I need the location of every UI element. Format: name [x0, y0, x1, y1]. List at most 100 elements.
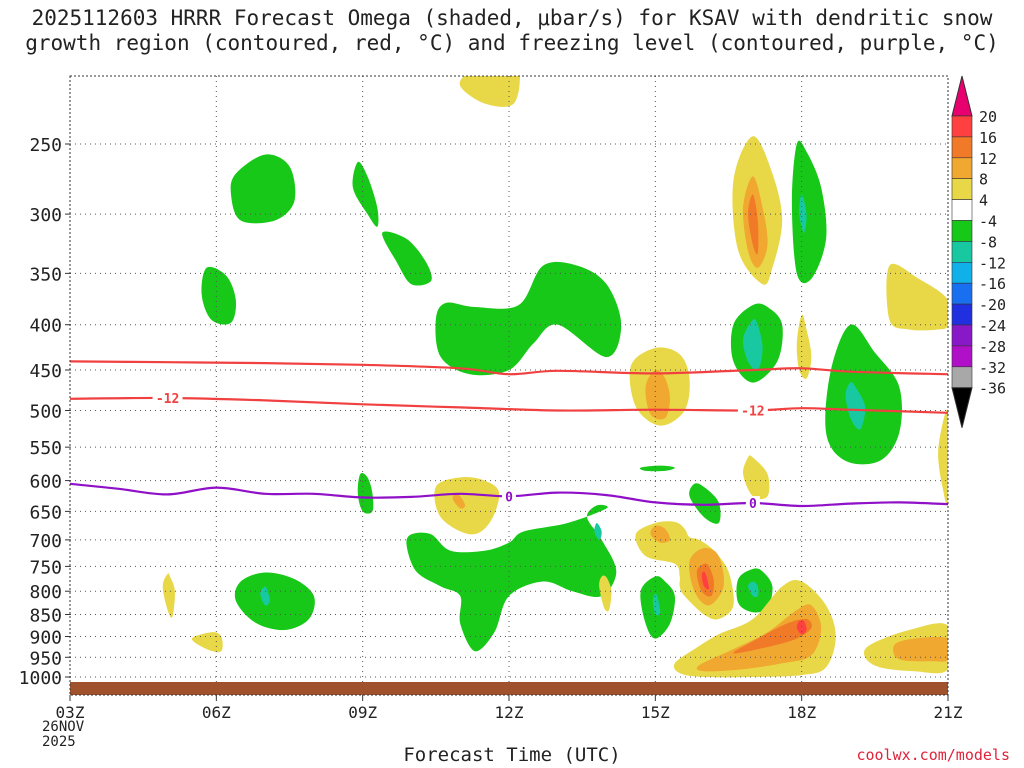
omega-region-green-09Z-620	[357, 473, 374, 514]
omega-region-red-17Z-305	[748, 194, 759, 255]
omega-region-green-12Z-750	[406, 504, 617, 652]
y-tick-label: 400	[29, 316, 62, 337]
colorbar-segment	[951, 261, 973, 284]
colorbar-label: 12	[979, 150, 997, 168]
omega-region-green-16Z-640	[689, 483, 721, 524]
colorbar-segment	[951, 220, 973, 242]
colorbar-label: 8	[979, 171, 988, 189]
colorbar-label: 16	[979, 129, 997, 147]
credit-link[interactable]: coolwx.com/models	[856, 746, 1010, 764]
contour-label-bg	[745, 496, 760, 511]
y-tick-label: 950	[29, 648, 62, 669]
y-tick-label: 600	[29, 472, 62, 493]
omega-region-teal-15Z-830	[652, 593, 661, 616]
x-tick-label: 06Z	[202, 703, 231, 722]
omega-region-green-18Z-290	[791, 140, 827, 284]
colorbar-segment	[951, 324, 973, 347]
contour-label: -12	[741, 405, 764, 420]
colorbar-bottom-arrow	[951, 387, 973, 428]
colorbar-top-arrow	[951, 75, 973, 117]
x-tick-label: 18Z	[787, 703, 816, 722]
omega-region-teal-18Z-300	[799, 194, 807, 233]
colorbar-label: -32	[979, 359, 1006, 377]
omega-region-pink-16Z-770	[701, 571, 710, 590]
colorbar-label: -36	[979, 380, 1006, 398]
colorbar-label: -16	[979, 275, 1006, 293]
colorbar-segment	[951, 241, 973, 263]
omega-region-green-10Z-335	[382, 231, 432, 286]
colorbar-segment	[951, 178, 973, 200]
start-date-year: 2025	[42, 734, 76, 750]
omega-region-orange-11Z-630	[452, 493, 466, 509]
omega-region-green-06Z-360	[201, 266, 237, 325]
contour-label-bg	[502, 489, 516, 504]
colorbar-label: -20	[979, 296, 1006, 314]
colorbar-segment	[951, 345, 973, 368]
omega-region-yellow-14Z-810	[599, 575, 612, 612]
omega-region-teal-19Z-490	[845, 382, 866, 430]
omega-region-yellow-11Z-630	[434, 477, 500, 535]
omega-region-deep-orange-18Z-890	[733, 618, 812, 654]
start-date-label: 26NOV 2025	[42, 720, 84, 750]
colorbar-segment	[951, 199, 973, 221]
x-axis-label: Forecast Time (UTC)	[403, 744, 621, 766]
x-tick-label: 21Z	[934, 703, 963, 722]
colorbar-segment	[951, 282, 973, 305]
x-tick-label: 15Z	[641, 703, 670, 722]
contour-1	[70, 360, 948, 376]
colorbar-segment	[951, 136, 973, 159]
y-tick-label: 900	[29, 627, 62, 648]
contour-label-bg	[152, 390, 183, 405]
y-tick-label: 650	[29, 502, 62, 523]
y-tick-label: 450	[29, 361, 62, 382]
omega-region-orange-15Z-690	[650, 525, 671, 543]
contour-label-bg	[737, 403, 768, 418]
y-tick-label: 1000	[19, 668, 62, 689]
omega-region-yellow-17Z-605	[742, 455, 770, 500]
omega-region-yellow-06Z-915	[191, 632, 223, 653]
x-tick-label: 03Z	[56, 703, 85, 722]
omega-region-yellow-20Z-380	[886, 263, 948, 331]
colorbar-label: 4	[979, 192, 988, 210]
colorbar-label: -28	[979, 338, 1006, 356]
colorbar-label: -4	[979, 213, 997, 231]
x-tick-label: 09Z	[348, 703, 377, 722]
y-tick-label: 300	[29, 205, 62, 226]
omega-region-teal-14Z-680	[594, 523, 602, 540]
omega-region-teal-07Z-810	[260, 586, 271, 606]
colorbar-label: 20	[979, 108, 997, 126]
y-tick-label: 250	[29, 135, 62, 156]
x-tick-label: 12Z	[495, 703, 524, 722]
omega-region-green-07Z-810	[234, 572, 315, 631]
omega-region-yellow-21Z-590	[938, 409, 948, 505]
colorbar-label: -8	[979, 233, 997, 251]
omega-region-green-07Z-280	[230, 154, 296, 224]
omega-region-red-18Z-880	[796, 620, 807, 635]
y-tick-label: 700	[29, 531, 62, 552]
y-tick-label: 350	[29, 264, 62, 285]
colorbar-segment	[951, 115, 973, 138]
omega-region-yellow-18Z-430	[796, 314, 812, 379]
colorbar-label: -12	[979, 254, 1006, 272]
omega-region-yellow-05Z-810	[162, 573, 175, 618]
ground-surface	[70, 682, 948, 695]
colorbar-label: -24	[979, 317, 1006, 335]
omega-region-orange-15Z-480	[645, 369, 670, 420]
y-tick-label: 750	[29, 557, 62, 578]
contour-0	[70, 396, 948, 414]
chart-title-line2: growth region (contoured, red, °C) and f…	[25, 31, 999, 55]
omega-region-teal-17Z-420	[742, 318, 763, 371]
y-tick-label: 550	[29, 438, 62, 459]
omega-region-green-19Z-480	[825, 324, 902, 465]
y-tick-label: 800	[29, 582, 62, 603]
colorbar-segment	[951, 157, 973, 180]
y-tick-label: 500	[29, 402, 62, 423]
omega-region-yellow-11Z-210	[459, 76, 520, 107]
omega-region-green-12Z-400	[435, 261, 622, 376]
colorbar-segment	[951, 366, 973, 388]
omega-region-green-09Z-285	[352, 161, 379, 227]
y-tick-label: 850	[29, 606, 62, 627]
contour-label: 0	[749, 497, 757, 512]
colorbar-segment	[951, 303, 973, 326]
